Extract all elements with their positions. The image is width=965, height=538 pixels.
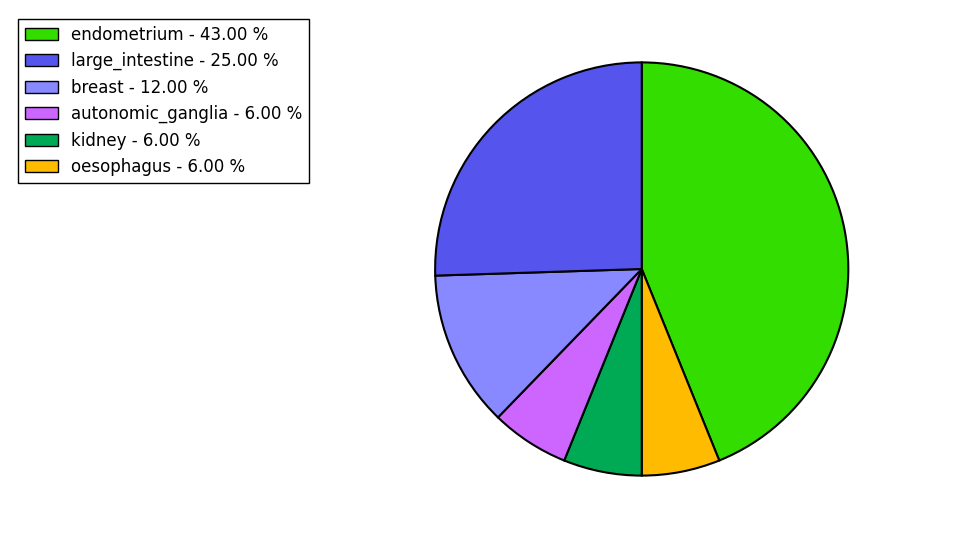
Wedge shape (642, 269, 719, 476)
Wedge shape (435, 62, 642, 275)
Wedge shape (565, 269, 642, 476)
Wedge shape (498, 269, 642, 461)
Wedge shape (435, 269, 642, 417)
Wedge shape (642, 62, 848, 461)
Legend: endometrium - 43.00 %, large_intestine - 25.00 %, breast - 12.00 %, autonomic_ga: endometrium - 43.00 %, large_intestine -… (18, 19, 309, 182)
